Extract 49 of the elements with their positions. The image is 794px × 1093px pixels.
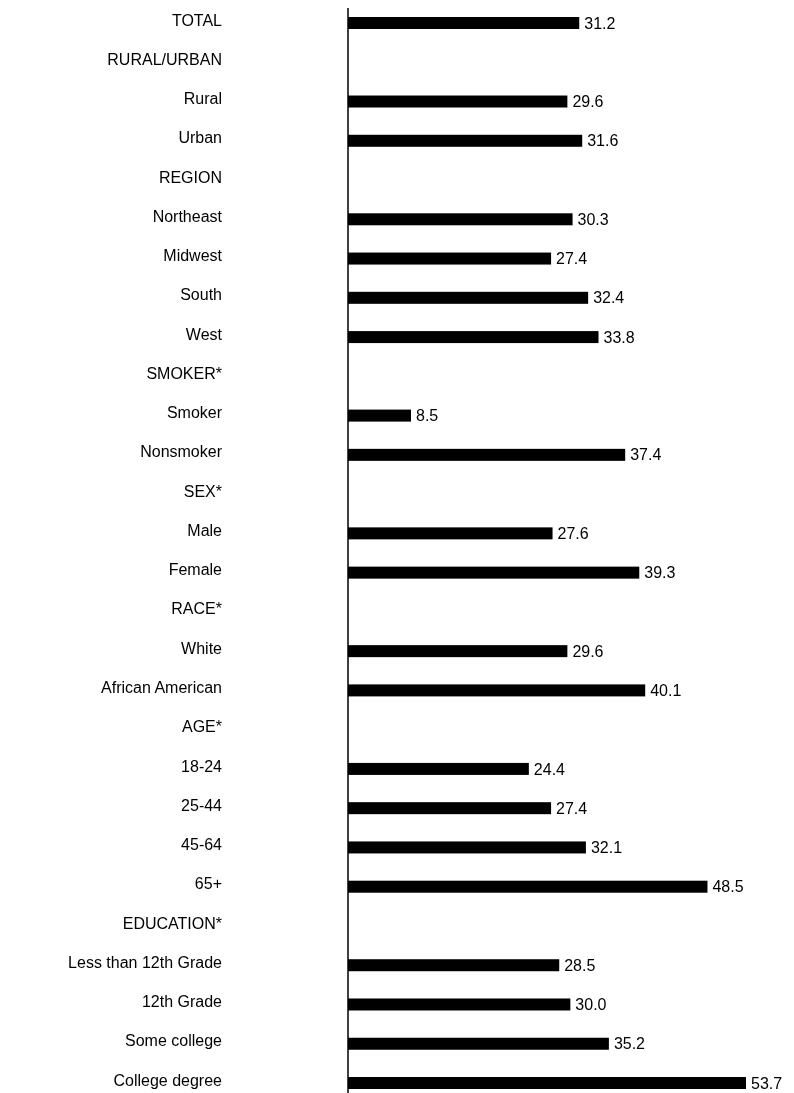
- y-tick-label: Male: [187, 521, 223, 539]
- y-tick-label: Northeast: [152, 207, 223, 225]
- y-tick-label: RURAL/URBAN: [107, 50, 222, 68]
- data-label: 30.0: [575, 996, 607, 1014]
- y-tick-label: 18-24: [181, 757, 223, 775]
- data-label: 27.6: [557, 524, 589, 542]
- y-tick-label: 65+: [194, 875, 222, 893]
- data-label: 37.4: [630, 446, 662, 464]
- data-label: 40.1: [650, 682, 682, 700]
- y-tick-label: 25-44: [181, 796, 223, 814]
- data-label: 28.5: [564, 956, 596, 974]
- data-label: 24.4: [533, 760, 566, 778]
- data-label: 27.4: [556, 799, 588, 817]
- data-label: 31.6: [587, 132, 619, 150]
- y-tick-label: RACE*: [171, 600, 222, 618]
- data-label: 29.6: [572, 93, 604, 111]
- y-tick-label: 45-64: [181, 836, 223, 854]
- y-tick-label: TOTAL: [171, 11, 223, 29]
- y-tick-label: AGE*: [181, 718, 222, 736]
- data-label: 39.3: [644, 564, 676, 582]
- data-label: 29.6: [572, 642, 604, 660]
- data-label: 31.2: [584, 14, 616, 32]
- y-tick-label: Nonsmoker: [140, 443, 223, 461]
- data-label: 30.3: [577, 210, 609, 228]
- y-tick-label: White: [181, 639, 223, 657]
- y-tick-label: College degree: [113, 1071, 223, 1089]
- y-tick-label: Urban: [178, 129, 222, 147]
- data-label: 48.5: [712, 878, 744, 896]
- y-tick-label: SMOKER*: [146, 364, 222, 382]
- y-tick-label: South: [180, 286, 222, 304]
- data-label: 32.1: [590, 839, 623, 857]
- y-tick-label: 12th Grade: [141, 993, 223, 1011]
- y-tick-label: Less than 12th Grade: [68, 953, 223, 971]
- y-tick-label: West: [185, 325, 223, 343]
- y-tick-label: EDUCATION*: [122, 914, 222, 932]
- y-tick-label: Smoker: [166, 404, 223, 422]
- y-tick-label: SEX*: [183, 482, 222, 500]
- data-label: 27.4: [556, 250, 588, 268]
- y-tick-label: Midwest: [163, 247, 223, 265]
- y-tick-label: Rural: [183, 90, 222, 108]
- y-tick-label: REGION: [158, 168, 222, 186]
- data-label: 33.8: [603, 328, 635, 346]
- data-label: 35.2: [613, 1035, 646, 1053]
- y-tick-label: African American: [101, 679, 222, 697]
- y-tick-label: Some college: [125, 1032, 223, 1050]
- data-label: 53.7: [751, 1074, 783, 1092]
- data-label: 8.5: [416, 407, 439, 425]
- y-tick-label: Female: [168, 561, 223, 579]
- data-label: 32.4: [593, 289, 625, 307]
